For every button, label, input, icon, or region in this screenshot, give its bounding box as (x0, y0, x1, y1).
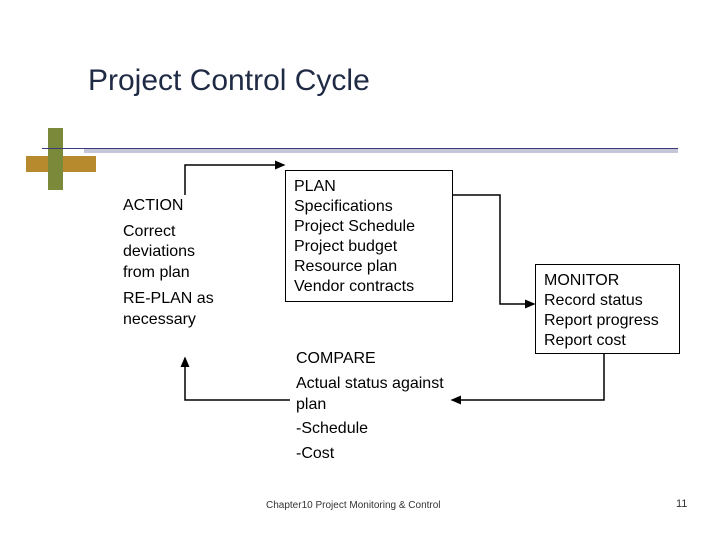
node-line: COMPARE (296, 349, 446, 370)
node-line: deviations (123, 242, 258, 263)
node-line: Resource plan (294, 257, 444, 277)
node-line: MONITOR (544, 271, 671, 291)
node-line: ACTION (123, 196, 258, 217)
node-line: RE-PLAN as (123, 289, 258, 310)
action-block: ACTION Correctdeviationsfrom plan RE-PLA… (123, 196, 258, 330)
title-underline-shadow (84, 149, 678, 153)
monitor-box: MONITORRecord statusReport progressRepor… (535, 264, 680, 354)
plan-box: PLANSpecificationsProject ScheduleProjec… (285, 170, 453, 302)
footer-text: Chapter10 Project Monitoring & Control (266, 500, 441, 511)
node-line: -Schedule (296, 419, 446, 440)
compare-block: COMPARE Actual status against plan -Schedu… (296, 349, 446, 465)
node-line: Project Schedule (294, 217, 444, 237)
node-line: Vendor contracts (294, 277, 444, 297)
node-line: PLAN (294, 177, 444, 197)
accent-vertical-bar (48, 128, 63, 190)
node-line: Specifications (294, 197, 444, 217)
node-line: Record status (544, 291, 671, 311)
node-line: -Cost (296, 444, 446, 465)
node-line: from plan (123, 263, 258, 284)
node-line: necessary (123, 310, 258, 331)
node-line: Project budget (294, 237, 444, 257)
page-title: Project Control Cycle (88, 64, 370, 98)
node-line: Actual status against plan (296, 374, 446, 416)
flow-arrow (185, 165, 284, 195)
flow-arrow (452, 354, 604, 400)
flow-arrow (453, 195, 534, 304)
page-number: 11 (676, 498, 687, 510)
node-line: Report progress (544, 311, 671, 331)
node-line: Report cost (544, 331, 671, 351)
node-line: Correct (123, 222, 258, 243)
flow-arrow (185, 358, 290, 400)
